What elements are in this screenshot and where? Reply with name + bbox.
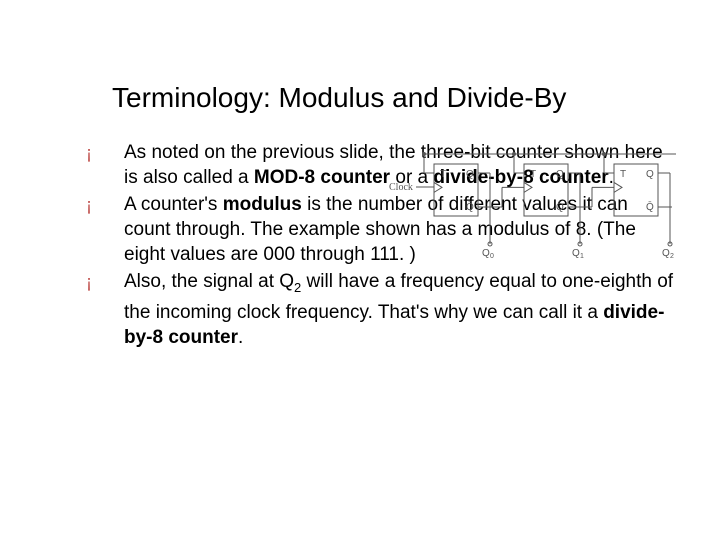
svg-text:Q: Q xyxy=(572,248,580,258)
svg-text:T: T xyxy=(620,169,626,180)
svg-text:Q: Q xyxy=(646,169,654,180)
counter-circuit-diagram: ClockTQQ̄Q0TQQ̄Q1TQQ̄Q2 xyxy=(386,148,684,258)
svg-text:Q: Q xyxy=(662,248,670,258)
bullet-marker-icon: ¡ xyxy=(78,192,124,218)
bullet-item: ¡ Also, the signal at Q2 will have a fre… xyxy=(78,269,678,350)
svg-text:Q̄: Q̄ xyxy=(646,200,654,213)
svg-text:Q: Q xyxy=(556,169,564,180)
svg-text:Q̄: Q̄ xyxy=(466,200,474,213)
bullet-marker-icon: ¡ xyxy=(78,269,124,295)
svg-text:Q̄: Q̄ xyxy=(556,200,564,213)
svg-text:Q: Q xyxy=(466,169,474,180)
bullet-marker-icon: ¡ xyxy=(78,140,124,166)
svg-text:Clock: Clock xyxy=(389,182,413,193)
svg-text:0: 0 xyxy=(490,253,494,258)
slide-title: Terminology: Modulus and Divide-By xyxy=(112,82,566,114)
svg-text:1: 1 xyxy=(580,253,584,258)
svg-text:2: 2 xyxy=(670,253,674,258)
svg-text:Q: Q xyxy=(482,248,490,258)
bullet-text: Also, the signal at Q2 will have a frequ… xyxy=(124,269,678,350)
svg-text:T: T xyxy=(440,169,446,180)
svg-text:T: T xyxy=(530,169,536,180)
